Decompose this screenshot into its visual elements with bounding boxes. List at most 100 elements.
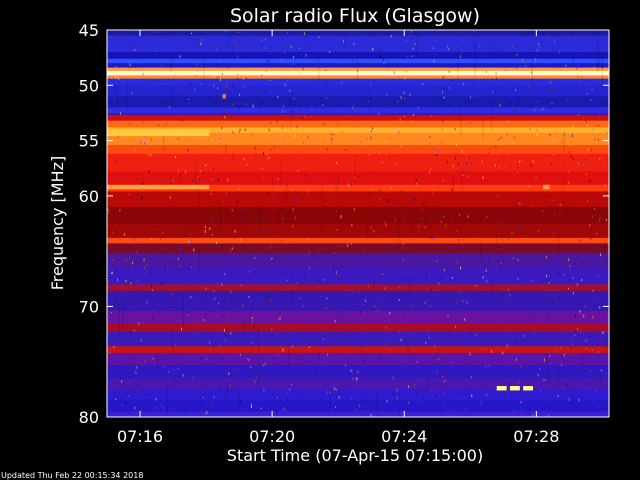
noise-speck bbox=[376, 383, 378, 385]
noise-speck bbox=[368, 193, 370, 196]
noise-speck bbox=[178, 349, 180, 351]
noise-speck bbox=[385, 343, 387, 346]
noise-speck bbox=[188, 98, 190, 100]
noise-speck bbox=[452, 80, 454, 82]
noise-streak bbox=[491, 99, 492, 131]
noise-speck bbox=[353, 103, 355, 106]
noise-speck bbox=[163, 366, 165, 369]
noise-speck bbox=[124, 400, 126, 404]
noise-speck bbox=[591, 89, 593, 91]
noise-speck bbox=[456, 260, 458, 264]
noise-streak bbox=[517, 99, 519, 106]
y-tick-label: 55 bbox=[79, 132, 99, 151]
noise-speck bbox=[190, 296, 192, 298]
noise-speck bbox=[108, 288, 110, 292]
noise-speck bbox=[282, 37, 284, 40]
noise-speck bbox=[404, 115, 406, 118]
noise-speck bbox=[575, 315, 576, 318]
noise-speck bbox=[291, 383, 293, 386]
noise-speck bbox=[343, 39, 344, 43]
noise-speck bbox=[497, 195, 499, 197]
noise-speck bbox=[422, 217, 423, 221]
noise-speck bbox=[570, 155, 572, 158]
noise-speck bbox=[136, 251, 138, 254]
noise-speck bbox=[506, 210, 508, 214]
noise-streak bbox=[301, 354, 302, 383]
noise-speck bbox=[286, 279, 288, 282]
noise-speck bbox=[456, 230, 458, 232]
noise-speck bbox=[191, 354, 192, 358]
noise-speck bbox=[366, 111, 368, 113]
noise-speck bbox=[425, 172, 427, 174]
noise-streak bbox=[224, 392, 226, 398]
noise-speck bbox=[528, 314, 530, 316]
noise-streak bbox=[369, 88, 370, 119]
noise-speck bbox=[468, 156, 470, 160]
noise-speck bbox=[240, 401, 242, 403]
noise-speck bbox=[516, 39, 518, 42]
noise-speck bbox=[259, 294, 261, 297]
noise-speck bbox=[587, 148, 589, 152]
noise-speck bbox=[230, 332, 232, 335]
noise-speck bbox=[251, 316, 253, 319]
noise-speck bbox=[231, 86, 233, 88]
noise-speck bbox=[309, 115, 311, 119]
noise-speck bbox=[268, 128, 270, 132]
noise-speck bbox=[315, 255, 317, 258]
noise-speck bbox=[318, 353, 320, 357]
noise-speck bbox=[516, 108, 517, 111]
noise-streak bbox=[198, 249, 200, 279]
noise-speck bbox=[265, 90, 266, 94]
noise-speck bbox=[113, 346, 115, 348]
noise-speck bbox=[424, 269, 426, 273]
noise-speck bbox=[568, 258, 570, 261]
noise-speck bbox=[554, 62, 556, 66]
noise-speck bbox=[202, 172, 204, 174]
noise-speck bbox=[429, 305, 431, 307]
noise-speck bbox=[424, 226, 426, 228]
noise-speck bbox=[127, 41, 129, 45]
noise-speck bbox=[383, 215, 385, 217]
noise-speck bbox=[606, 269, 608, 272]
noise-speck bbox=[130, 300, 132, 303]
noise-speck bbox=[126, 366, 128, 369]
noise-speck bbox=[436, 260, 438, 262]
noise-speck bbox=[530, 299, 532, 302]
noise-speck bbox=[438, 186, 439, 188]
noise-speck bbox=[322, 123, 324, 126]
noise-speck bbox=[114, 142, 116, 144]
noise-speck bbox=[150, 138, 152, 141]
frequency-band bbox=[107, 290, 609, 312]
noise-speck bbox=[267, 193, 269, 196]
noise-speck bbox=[408, 401, 410, 404]
noise-speck bbox=[198, 391, 200, 394]
noise-streak bbox=[329, 390, 331, 424]
noise-speck bbox=[326, 297, 328, 300]
noise-streak bbox=[354, 153, 356, 183]
noise-speck bbox=[495, 71, 497, 75]
noise-speck bbox=[332, 133, 334, 136]
noise-speck bbox=[358, 371, 360, 374]
noise-streak bbox=[490, 42, 492, 60]
noise-speck bbox=[286, 79, 288, 82]
noise-speck bbox=[308, 281, 310, 283]
noise-speck bbox=[598, 116, 600, 119]
noise-speck bbox=[237, 65, 239, 67]
noise-speck bbox=[500, 137, 502, 139]
noise-speck bbox=[119, 209, 121, 212]
noise-speck bbox=[132, 357, 134, 360]
noise-speck bbox=[273, 265, 275, 268]
noise-speck bbox=[357, 370, 359, 373]
noise-speck bbox=[549, 134, 551, 136]
noise-speck bbox=[503, 41, 505, 44]
noise-speck bbox=[247, 190, 249, 194]
noise-speck bbox=[530, 164, 532, 167]
noise-speck bbox=[524, 335, 526, 337]
noise-speck bbox=[323, 245, 325, 248]
noise-speck bbox=[304, 33, 305, 35]
noise-speck bbox=[482, 176, 484, 179]
noise-streak bbox=[126, 81, 128, 112]
noise-speck bbox=[516, 66, 518, 70]
noise-speck bbox=[304, 312, 306, 316]
frequency-band bbox=[107, 30, 609, 36]
